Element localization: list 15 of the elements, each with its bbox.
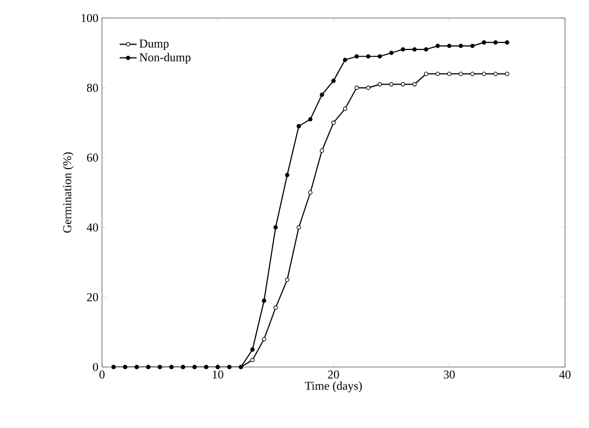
legend-label: Dump xyxy=(140,40,169,50)
x-tick-label: 0 xyxy=(99,370,105,379)
y-tick-label: 80 xyxy=(86,84,98,92)
y-axis-title: Germination (%) xyxy=(62,152,74,233)
x-tick-label: 10 xyxy=(212,370,224,379)
y-tick-label: 60 xyxy=(87,154,98,162)
x-tick-label: 40 xyxy=(559,370,571,379)
x-axis-title: Time (days) xyxy=(304,381,362,392)
x-tick-label: 20 xyxy=(328,370,340,379)
y-tick-label: 0 xyxy=(92,362,98,372)
x-tick-label: 30 xyxy=(444,370,455,379)
y-tick-label: 40 xyxy=(86,223,98,232)
legend-label: Non-dump xyxy=(140,52,191,64)
y-tick-label: 20 xyxy=(87,293,98,302)
y-tick-label: 100 xyxy=(82,14,98,22)
